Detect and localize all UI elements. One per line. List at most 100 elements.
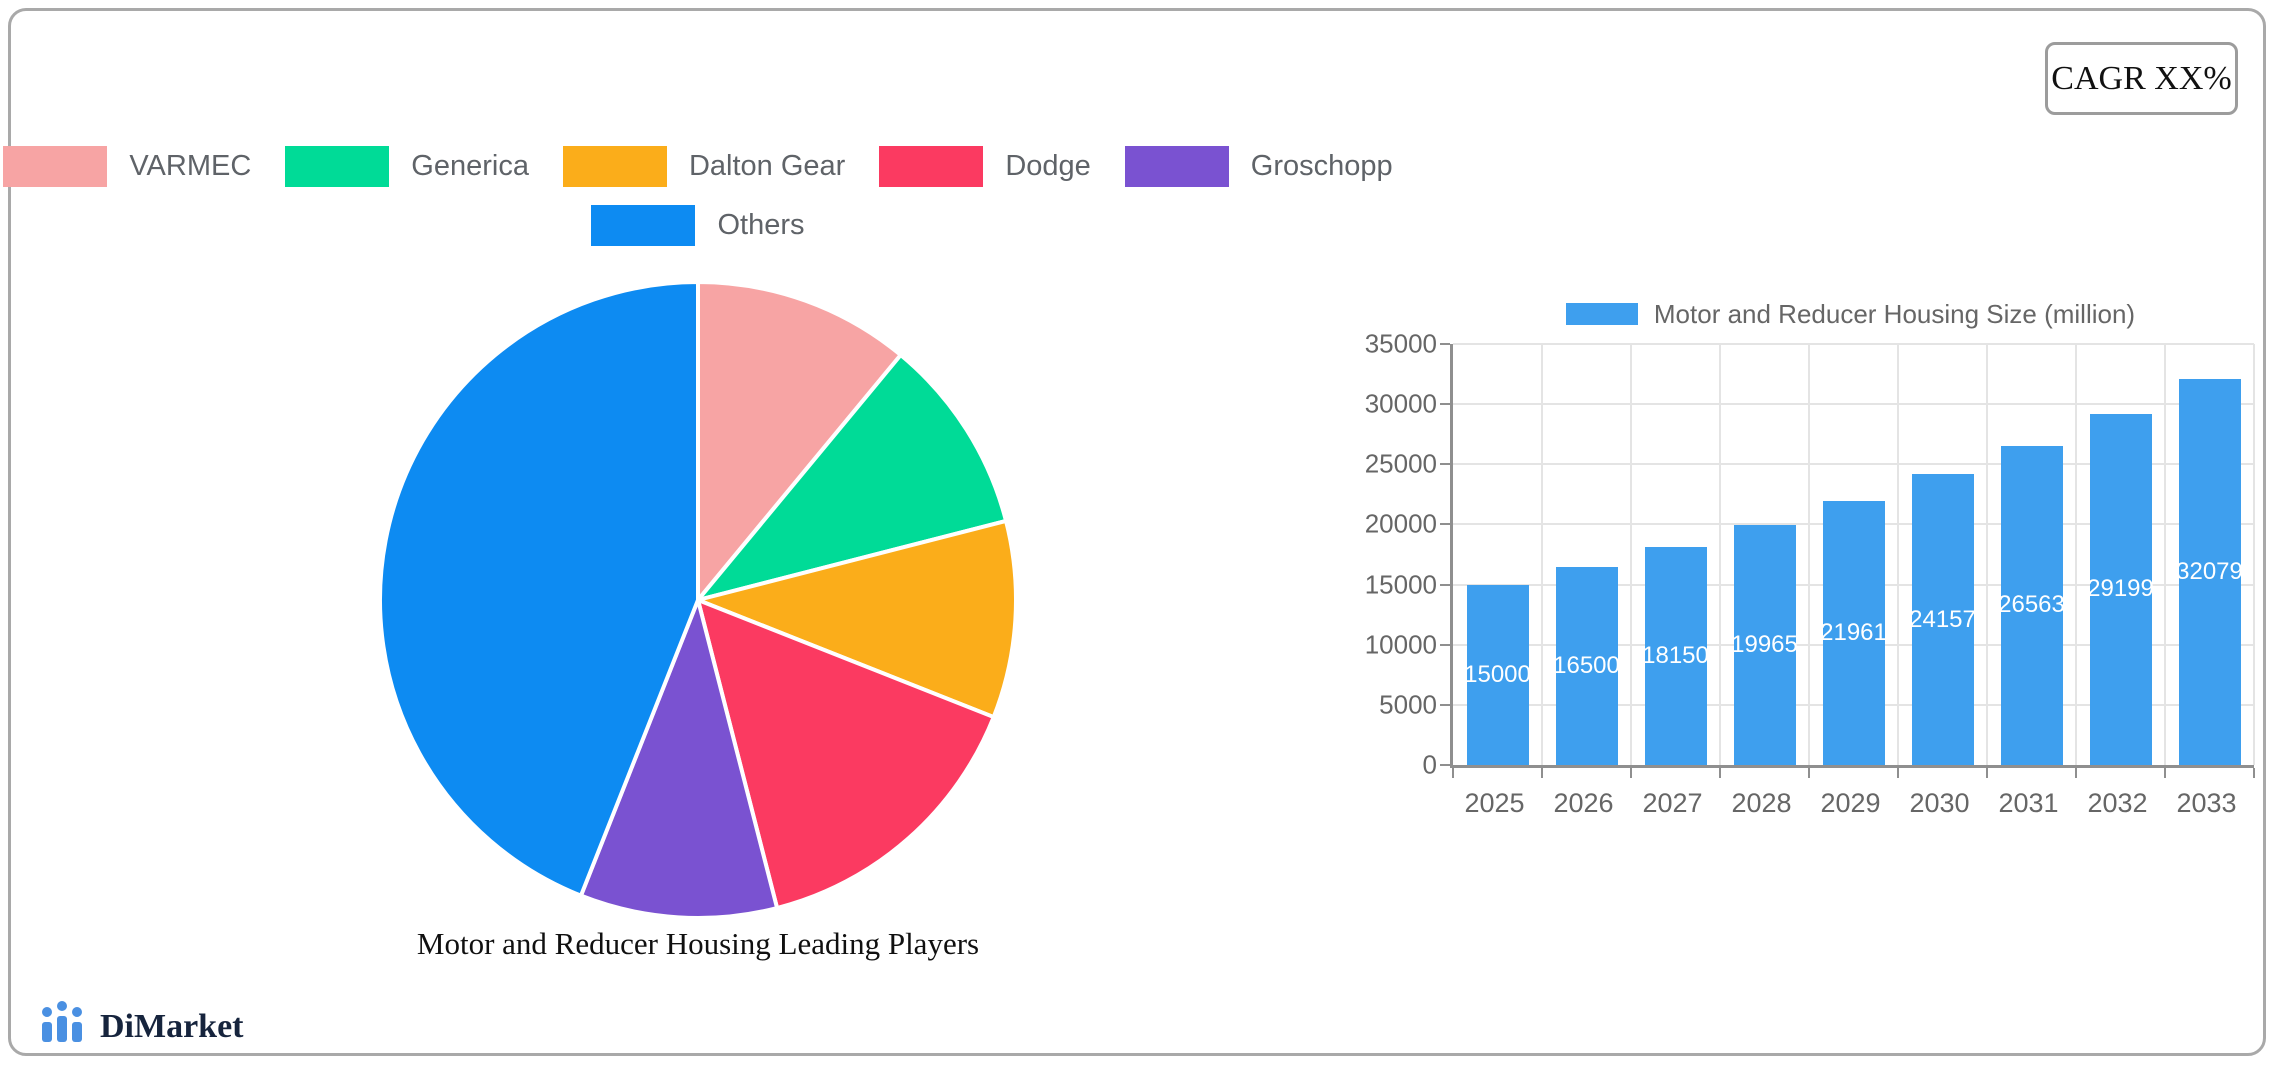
bar-value-2027: 18150 — [1642, 641, 1709, 669]
xtick-mark-1 — [1541, 768, 1543, 778]
gridline-y-35000 — [1453, 343, 2254, 345]
pie-chart — [378, 280, 1018, 920]
xtick-label-2033: 2033 — [2176, 788, 2237, 818]
legend-swatch-dodge — [879, 146, 984, 187]
xtick-mark-5 — [1897, 768, 1899, 778]
cagr-label: CAGR XX% — [2051, 59, 2232, 97]
xtick-mark-2 — [1630, 768, 1632, 778]
ytick-mark-5000 — [1440, 703, 1450, 706]
pie-slice-dalton-gear — [696, 518, 1018, 720]
pie-slice-groschopp — [578, 598, 780, 920]
xtick-label-2030: 2030 — [1909, 788, 1970, 818]
gridline-x-1 — [1541, 344, 1543, 765]
ytick-label-5000: 5000 — [1379, 689, 1437, 720]
xtick-label-2029: 2029 — [1820, 788, 1881, 818]
ytick-label-25000: 25000 — [1364, 448, 1437, 479]
legend-label-others: Others — [717, 209, 805, 241]
legend-item-dodge: Dodge — [879, 146, 1091, 187]
brand-bars-icon — [42, 1001, 82, 1042]
xtick-mark-9 — [2253, 768, 2255, 778]
bar-value-2031: 26563 — [1998, 591, 2065, 619]
legend-item-varmec: VARMEC — [3, 146, 251, 187]
xtick-mark-3 — [1719, 768, 1721, 778]
ytick-mark-25000 — [1440, 463, 1450, 466]
legend-item-others: Others — [591, 205, 805, 246]
bar-2032: 29199 — [2087, 413, 2154, 765]
bar-2033: 32079 — [2176, 379, 2243, 765]
bar-legend-label: Motor and Reducer Housing Size (million) — [1653, 298, 2136, 329]
xtick-label-2027: 2027 — [1642, 788, 1703, 818]
ytick-label-15000: 15000 — [1364, 569, 1437, 600]
pie-legend: VARMEC Generica Dalton Gear Dodge Groschopp O… — [0, 146, 1396, 246]
ytick-label-30000: 30000 — [1364, 388, 1437, 419]
brand-logo: DiMarket — [40, 1000, 244, 1044]
gridline-x-5 — [1897, 344, 1899, 765]
gridline-x-2 — [1630, 344, 1632, 765]
bar-chart-x-axis: 2025 2026 2027 2028 2029 2030 2031 2032 2033 — [1450, 788, 2251, 822]
cagr-badge: CAGR XX% — [2045, 42, 2238, 115]
ytick-mark-15000 — [1440, 583, 1450, 586]
legend-item-groschopp: Groschopp — [1124, 146, 1393, 187]
legend-label-dalton-gear: Dalton Gear — [688, 150, 846, 182]
ytick-mark-0 — [1440, 764, 1450, 766]
gridline-x-9 — [2253, 344, 2255, 765]
bar-2029: 21961 — [1820, 500, 1887, 765]
legend-swatch-varmec — [3, 146, 108, 187]
bar-chart-plot-area: 15000 16500 18150 19965 21961 24157 26563 29199… — [1440, 343, 2255, 778]
pie-slice-varmec — [696, 280, 903, 602]
page-border — [8, 8, 2266, 1056]
xtick-mark-7 — [2075, 768, 2077, 778]
bar-legend-swatch — [1565, 303, 1638, 325]
legend-item-generica: Generica — [285, 146, 529, 187]
xtick-mark-8 — [2164, 768, 2166, 778]
ytick-label-20000: 20000 — [1364, 508, 1437, 539]
bar-value-2025: 15000 — [1464, 660, 1531, 688]
xtick-mark-6 — [1986, 768, 1988, 778]
xtick-label-2026: 2026 — [1553, 788, 1614, 818]
legend-swatch-groschopp — [1124, 146, 1229, 187]
xtick-label-2031: 2031 — [1998, 788, 2059, 818]
ytick-mark-30000 — [1440, 403, 1450, 406]
bar-2031: 26563 — [1998, 445, 2065, 765]
brand-name: DiMarket — [100, 1008, 244, 1045]
gridline-y-30000 — [1453, 403, 2254, 406]
bar-chart-y-axis: 0 5000 10000 15000 20000 25000 30000 35000 — [1304, 329, 1437, 780]
bar-value-2026: 16500 — [1553, 651, 1620, 679]
ytick-label-35000: 35000 — [1364, 328, 1437, 359]
gridline-y-25000 — [1453, 463, 2254, 466]
bar-value-2032: 29199 — [2087, 575, 2154, 603]
legend-label-groschopp: Groschopp — [1250, 150, 1393, 182]
xtick-label-2032: 2032 — [2087, 788, 2148, 818]
gridline-x-8 — [2164, 344, 2166, 765]
bar-2030: 24157 — [1909, 474, 1976, 765]
ytick-mark-20000 — [1440, 523, 1450, 526]
bar-2025: 15000 — [1464, 584, 1531, 765]
gridline-x-6 — [1986, 344, 1988, 765]
gridline-x-3 — [1719, 344, 1721, 765]
bar-value-2033: 32079 — [2176, 558, 2243, 586]
legend-label-generica: Generica — [411, 150, 529, 182]
pie-slice-dodge — [696, 598, 996, 911]
ytick-mark-10000 — [1440, 643, 1450, 646]
bar-value-2028: 19965 — [1731, 630, 1798, 658]
ytick-mark-35000 — [1440, 343, 1450, 345]
xtick-mark-0 — [1452, 768, 1454, 778]
legend-label-varmec: VARMEC — [129, 150, 252, 182]
gridline-x-7 — [2075, 344, 2077, 765]
ytick-label-0: 0 — [1422, 749, 1437, 780]
pie-slice-others — [378, 280, 700, 898]
bar-value-2030: 24157 — [1909, 605, 1976, 633]
bar-2027: 18150 — [1642, 546, 1709, 765]
legend-item-dalton-gear: Dalton Gear — [562, 146, 846, 187]
legend-label-dodge: Dodge — [1005, 150, 1091, 182]
bar-2028: 19965 — [1731, 524, 1798, 765]
bar-chart-legend: Motor and Reducer Housing Size (million) — [1450, 296, 2251, 332]
xtick-mark-4 — [1808, 768, 1810, 778]
bar-2026: 16500 — [1553, 566, 1620, 765]
xtick-label-2025: 2025 — [1464, 788, 1525, 818]
xtick-label-2028: 2028 — [1731, 788, 1792, 818]
pie-title: Motor and Reducer Housing Leading Player… — [416, 926, 980, 961]
gridline-x-4 — [1808, 344, 1810, 765]
legend-swatch-others — [591, 205, 696, 246]
